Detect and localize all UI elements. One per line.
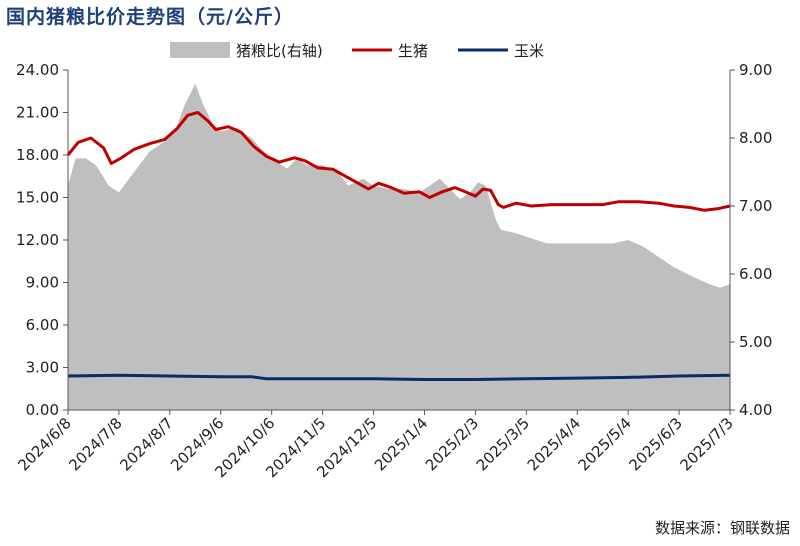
x-tick-label: 2024/7/8 [65,414,125,474]
x-tick-label: 2024/8/7 [116,414,176,474]
x-tick-label: 2025/3/5 [473,414,533,474]
left-tick-label: 3.00 [26,359,59,377]
left-tick-label: 6.00 [26,316,59,334]
x-tick-label: 2025/1/4 [371,414,431,474]
series-line-corn [67,373,731,381]
left-tick-label: 18.00 [16,146,59,164]
right-tick-label: 5.00 [739,333,772,351]
left-tick-label: 21.00 [16,104,59,122]
left-tick-label: 15.00 [16,189,59,207]
legend-label-corn: 玉米 [514,42,544,60]
series-line-live-hog [66,111,731,212]
x-tick-label: 2025/5/4 [575,414,635,474]
left-tick-label: 9.00 [26,274,59,292]
left-tick-label: 24.00 [16,61,59,79]
series-area-pig-grain-ratio [68,83,730,410]
right-tick-label: 8.00 [739,129,772,147]
x-tick-label: 2025/6/3 [626,414,686,474]
legend-label-ratio: 猪粮比(右轴) [236,42,323,60]
right-tick-label: 6.00 [739,265,772,283]
left-tick-label: 12.00 [16,231,59,249]
right-tick-label: 9.00 [739,61,772,79]
x-tick-label: 2025/2/3 [422,414,482,474]
legend-label-hog: 生猪 [398,42,428,60]
left-tick-label: 0.00 [26,401,59,419]
legend-swatch-ratio [170,42,230,58]
chart-title: 国内猪粮比价走势图（元/公斤） [6,6,294,28]
right-tick-label: 7.00 [739,197,772,215]
x-tick-label: 2025/7/3 [676,414,736,474]
right-tick-label: 4.00 [739,401,772,419]
source-note: 数据来源：钢联数据 [654,519,790,537]
x-tick-label: 2025/4/4 [524,414,584,474]
x-tick-label: 2024/6/8 [14,414,74,474]
